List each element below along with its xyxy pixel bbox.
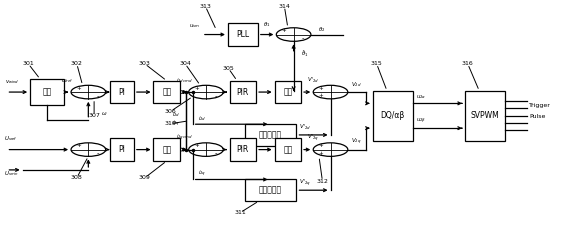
Text: $V_{2d}$: $V_{2d}$ <box>351 80 362 89</box>
Text: 309: 309 <box>139 175 151 180</box>
Circle shape <box>313 85 348 99</box>
Text: 302: 302 <box>71 61 83 66</box>
Text: $U_{smin}$: $U_{smin}$ <box>3 170 18 178</box>
Text: $v_{wind}$: $v_{wind}$ <box>5 78 20 86</box>
FancyBboxPatch shape <box>244 124 297 146</box>
Text: 限幅: 限幅 <box>283 145 292 154</box>
Text: 311: 311 <box>234 210 246 215</box>
Text: $\hat{\theta}_1$: $\hat{\theta}_1$ <box>301 48 308 59</box>
Text: 314: 314 <box>279 4 290 9</box>
Text: $\omega$: $\omega$ <box>101 110 108 117</box>
Text: 可变阻尼器: 可变阻尼器 <box>259 131 282 139</box>
Circle shape <box>313 143 348 156</box>
Text: +: + <box>76 86 81 91</box>
FancyBboxPatch shape <box>229 138 256 161</box>
Text: 307: 307 <box>88 113 100 118</box>
Text: 310: 310 <box>165 121 177 126</box>
Text: Pulse: Pulse <box>529 114 546 119</box>
Text: $\omega_{ref}$: $\omega_{ref}$ <box>61 77 73 85</box>
Text: PI: PI <box>118 145 125 154</box>
Text: 306: 306 <box>165 109 177 114</box>
Text: $u_{2\alpha}$: $u_{2\alpha}$ <box>416 93 427 101</box>
Text: 315: 315 <box>370 61 383 66</box>
Text: 限幅: 限幅 <box>162 88 172 96</box>
Text: +: + <box>318 86 323 91</box>
Text: PIR: PIR <box>237 145 249 154</box>
Text: 304: 304 <box>179 61 191 66</box>
Text: Trigger: Trigger <box>529 103 551 108</box>
Text: 可变阻尼器: 可变阻尼器 <box>259 186 282 195</box>
Text: $u_{sm}$: $u_{sm}$ <box>189 22 200 30</box>
Text: 316: 316 <box>462 61 473 66</box>
Text: PLL: PLL <box>236 30 250 39</box>
FancyBboxPatch shape <box>154 81 180 103</box>
Text: -: - <box>214 150 217 156</box>
Text: $i_{2d}$: $i_{2d}$ <box>172 110 180 119</box>
FancyBboxPatch shape <box>229 81 256 103</box>
Text: +: + <box>76 143 81 148</box>
FancyBboxPatch shape <box>154 138 180 161</box>
Text: 305: 305 <box>223 66 234 71</box>
FancyBboxPatch shape <box>30 79 64 105</box>
Circle shape <box>276 28 311 41</box>
FancyBboxPatch shape <box>275 81 301 103</box>
Text: 限幅: 限幅 <box>162 145 172 154</box>
FancyBboxPatch shape <box>110 138 134 161</box>
Text: -: - <box>302 35 305 41</box>
Text: -: - <box>97 150 99 156</box>
Circle shape <box>188 143 223 156</box>
Text: $i_{2d}$: $i_{2d}$ <box>198 114 207 123</box>
Text: +: + <box>194 86 199 91</box>
Text: +: + <box>281 28 287 33</box>
Text: 303: 303 <box>139 61 151 66</box>
Text: +: + <box>318 143 323 148</box>
Text: +: + <box>194 143 199 148</box>
Text: PI: PI <box>118 88 125 96</box>
FancyBboxPatch shape <box>373 91 413 141</box>
Text: +: + <box>318 93 323 98</box>
Circle shape <box>71 85 106 99</box>
Text: DQ/αβ: DQ/αβ <box>381 111 405 120</box>
Text: $\theta_1$: $\theta_1$ <box>264 20 271 29</box>
Text: PIR: PIR <box>237 88 249 96</box>
Text: $V_{2q}$: $V_{2q}$ <box>351 137 362 147</box>
Circle shape <box>71 143 106 156</box>
Text: $i_{2dcmd}$: $i_{2dcmd}$ <box>176 76 192 85</box>
Text: 313: 313 <box>199 4 212 9</box>
Text: -: - <box>97 93 99 99</box>
Text: $V'_{2d}$: $V'_{2d}$ <box>299 123 312 132</box>
Text: $V'_{2q}$: $V'_{2q}$ <box>307 133 319 143</box>
FancyBboxPatch shape <box>110 81 134 103</box>
Text: $U_{sref}$: $U_{sref}$ <box>3 135 17 143</box>
Text: 308: 308 <box>71 175 83 180</box>
Text: 312: 312 <box>317 179 328 184</box>
Circle shape <box>188 85 223 99</box>
FancyBboxPatch shape <box>244 180 297 201</box>
Text: $V'_{2d}$: $V'_{2d}$ <box>307 76 320 85</box>
FancyBboxPatch shape <box>228 23 258 46</box>
Text: $i_{2qcmd}$: $i_{2qcmd}$ <box>176 133 192 143</box>
Text: 直流: 直流 <box>42 88 51 96</box>
Text: +: + <box>318 151 323 156</box>
Text: 301: 301 <box>23 61 34 66</box>
Text: -: - <box>214 93 217 99</box>
Text: $u_{2\beta}$: $u_{2\beta}$ <box>416 117 426 126</box>
Text: SVPWM: SVPWM <box>470 111 499 120</box>
Text: $\theta_2$: $\theta_2$ <box>318 25 325 34</box>
Text: $V'_{2q}$: $V'_{2q}$ <box>299 178 312 188</box>
Text: 限幅: 限幅 <box>283 88 292 96</box>
Text: $i_{2q}$: $i_{2q}$ <box>198 169 207 179</box>
Text: $i_{2q}$: $i_{2q}$ <box>172 119 180 129</box>
FancyBboxPatch shape <box>465 91 505 141</box>
FancyBboxPatch shape <box>275 138 301 161</box>
